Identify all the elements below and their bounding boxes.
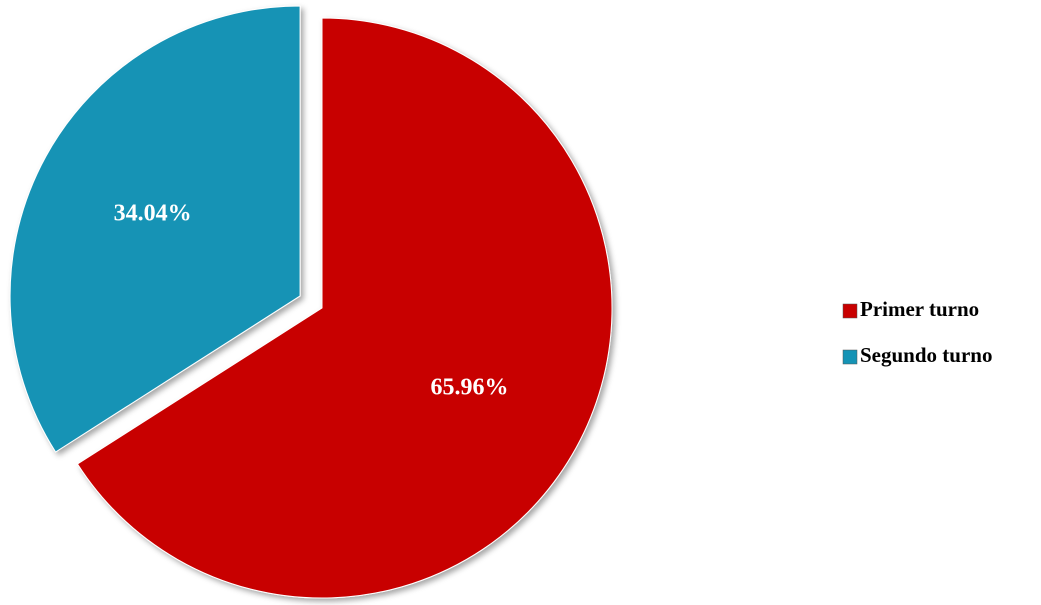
legend-label: Primer turno [860,297,979,321]
pie-slice [9,5,301,453]
legend-swatch [842,303,858,319]
legend-label: Segundo turno [860,343,992,367]
legend-swatch [842,349,858,365]
slice-label: 34.04% [114,201,192,227]
pie-slice [76,17,613,599]
slice-label: 65.96% [430,374,508,400]
